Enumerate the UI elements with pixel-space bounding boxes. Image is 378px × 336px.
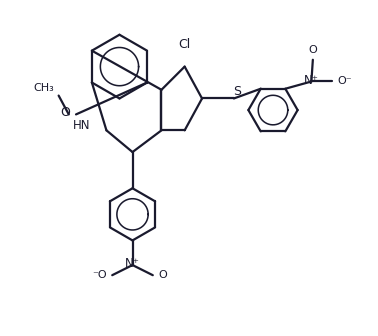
Text: Cl: Cl bbox=[178, 38, 191, 51]
Text: O: O bbox=[60, 107, 70, 120]
Text: O: O bbox=[158, 270, 167, 280]
Text: HN: HN bbox=[73, 120, 90, 132]
Text: O⁻: O⁻ bbox=[337, 77, 352, 86]
Text: N⁺: N⁺ bbox=[304, 74, 319, 87]
Text: CH₃: CH₃ bbox=[34, 83, 54, 93]
Text: O: O bbox=[308, 45, 317, 55]
Text: N⁺: N⁺ bbox=[125, 257, 140, 270]
Text: S: S bbox=[233, 85, 242, 98]
Text: ⁻O: ⁻O bbox=[92, 270, 107, 280]
